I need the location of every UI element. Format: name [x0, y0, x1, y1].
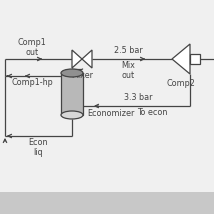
Bar [0, 192, 214, 214]
Text: 3.3 bar: 3.3 bar [124, 93, 152, 102]
Ellipse shape [61, 69, 83, 77]
Text: Comp1-hp: Comp1-hp [11, 78, 53, 87]
Polygon shape [172, 44, 190, 74]
Ellipse shape [61, 111, 83, 119]
Text: Econ
liq: Econ liq [28, 138, 48, 157]
Polygon shape [82, 50, 92, 68]
Text: Economizer: Economizer [87, 109, 134, 118]
Text: Comp1
out: Comp1 out [18, 38, 46, 57]
Text: To econ: To econ [137, 108, 167, 117]
Text: Mixer: Mixer [71, 71, 93, 80]
Text: Comp2: Comp2 [166, 79, 195, 88]
Polygon shape [72, 50, 82, 68]
Text: Mix
out: Mix out [121, 61, 135, 80]
Bar [61, 73, 83, 115]
Text: 2.5 bar: 2.5 bar [114, 46, 142, 55]
Bar [190, 54, 200, 64]
